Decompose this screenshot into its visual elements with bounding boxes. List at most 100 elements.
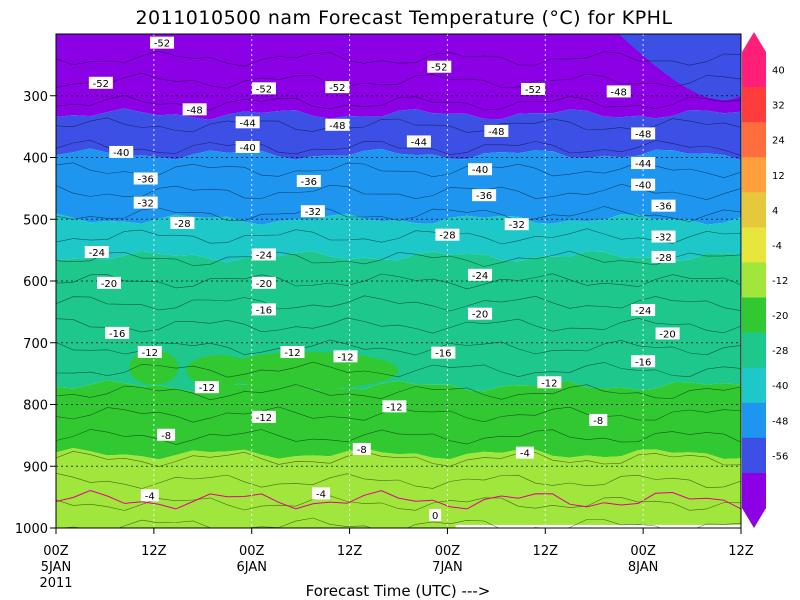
contour-label: -4 bbox=[316, 489, 326, 500]
temperature-features bbox=[129, 34, 741, 528]
contour-label-box bbox=[133, 172, 158, 185]
x-tick-label: 00Z bbox=[435, 544, 461, 559]
contour-label: -16 bbox=[109, 329, 125, 340]
isotherm bbox=[56, 183, 741, 201]
contour-label: -16 bbox=[635, 357, 651, 368]
contour-label-box bbox=[382, 400, 407, 413]
contour-label-box bbox=[235, 116, 260, 129]
isotherm bbox=[56, 50, 741, 67]
colorbar-swatch bbox=[742, 122, 766, 158]
contour-label-box bbox=[133, 196, 158, 209]
contour-label-box bbox=[435, 228, 460, 241]
colorbar-label: 4 bbox=[772, 206, 778, 217]
colorbar-label: -28 bbox=[772, 346, 788, 357]
contour-label-box bbox=[137, 346, 162, 359]
contour-label: -36 bbox=[476, 191, 492, 202]
y-tick-label: 900 bbox=[23, 460, 48, 475]
isotherm bbox=[56, 473, 741, 489]
contour-label-box bbox=[429, 509, 442, 522]
contour-label: -16 bbox=[435, 349, 451, 360]
colorbar-swatch bbox=[742, 87, 766, 123]
surface-strip bbox=[455, 524, 741, 528]
contour-label: -44 bbox=[239, 118, 255, 129]
contour-label: -12 bbox=[142, 348, 158, 359]
contour-label-box bbox=[468, 307, 493, 320]
contour-label: -40 bbox=[472, 165, 488, 176]
colorbar-swatch bbox=[742, 367, 766, 404]
contour-label-box bbox=[251, 248, 276, 261]
contour-label-box bbox=[333, 350, 358, 363]
contour-label: -24 bbox=[256, 250, 272, 261]
contour-label-box bbox=[296, 174, 321, 187]
contour-label-box bbox=[472, 189, 497, 202]
contour-label: -8 bbox=[357, 445, 367, 456]
contour-label: -12 bbox=[386, 402, 402, 413]
contour-label: -44 bbox=[411, 137, 427, 148]
x-tick-date: 6JAN bbox=[236, 560, 267, 575]
contour-label: -48 bbox=[186, 105, 202, 116]
colorbar-swatch bbox=[742, 157, 766, 193]
contour-label-box bbox=[631, 355, 656, 368]
y-tick-label: 500 bbox=[23, 213, 48, 228]
colorbar-swatch bbox=[742, 192, 766, 228]
contour-label-box bbox=[325, 81, 350, 94]
colorbar-label: -56 bbox=[772, 451, 788, 462]
contour-label-box bbox=[251, 276, 276, 289]
contour-label: 0 bbox=[432, 511, 438, 522]
colorbar-label: -40 bbox=[772, 381, 788, 392]
y-tick-label: 300 bbox=[23, 90, 48, 105]
contour-label: -40 bbox=[113, 148, 129, 159]
colorbar-label: 24 bbox=[772, 136, 785, 147]
contour-label: -52 bbox=[93, 79, 109, 90]
colorbar-tip-top bbox=[742, 32, 766, 52]
contour-label-box bbox=[655, 327, 680, 340]
isotherm bbox=[56, 72, 741, 89]
contour-label-box bbox=[468, 268, 493, 281]
contour-label: -44 bbox=[635, 159, 651, 170]
contour-label-box bbox=[251, 410, 276, 423]
contour-label-box bbox=[631, 304, 656, 317]
isotherm bbox=[56, 250, 741, 267]
contour-label-box bbox=[109, 145, 134, 158]
contour-label: -28 bbox=[174, 219, 190, 230]
contour-label-box bbox=[537, 376, 562, 389]
contour-label-box bbox=[88, 76, 113, 89]
y-tick-label: 1000 bbox=[15, 522, 48, 537]
contour-label-box bbox=[194, 381, 219, 394]
contour-label: -12 bbox=[284, 348, 300, 359]
isotherm bbox=[56, 450, 741, 467]
contour-label-box bbox=[504, 218, 529, 231]
contour-label: -4 bbox=[520, 449, 530, 460]
contour-label-box bbox=[251, 82, 276, 95]
temperature-band bbox=[56, 213, 741, 263]
contour-label: -52 bbox=[329, 83, 345, 94]
contour-label-box bbox=[651, 230, 676, 243]
colorbar-swatch bbox=[742, 297, 766, 334]
contour-label-box bbox=[251, 303, 276, 316]
cold-pool bbox=[618, 34, 741, 101]
y-tick-label: 600 bbox=[23, 275, 48, 290]
temperature-band bbox=[56, 148, 741, 225]
isotherm bbox=[56, 339, 741, 356]
contour-label-box bbox=[589, 413, 608, 426]
x-tick-label: 00Z bbox=[43, 544, 69, 559]
temperature-band bbox=[56, 380, 741, 460]
contour-label: -24 bbox=[635, 306, 651, 317]
colorbar-swatch bbox=[742, 262, 766, 299]
colorbar-swatch bbox=[742, 52, 766, 88]
y-axis: 300 400 500 600 700 800 900 1000 bbox=[15, 90, 56, 537]
isotherm bbox=[56, 317, 741, 334]
colorbar-label: -4 bbox=[772, 241, 782, 252]
isotherm bbox=[56, 117, 741, 133]
temperature-band bbox=[56, 108, 741, 160]
isotherm bbox=[56, 273, 741, 290]
contour-label-box bbox=[484, 124, 509, 137]
contour-label: -12 bbox=[199, 383, 215, 394]
y-tick-label: 400 bbox=[23, 152, 48, 167]
colorbar-tip-bottom bbox=[742, 508, 766, 528]
isotherm bbox=[58, 517, 741, 528]
isotherm bbox=[56, 95, 741, 111]
contour-label-box bbox=[157, 428, 176, 441]
